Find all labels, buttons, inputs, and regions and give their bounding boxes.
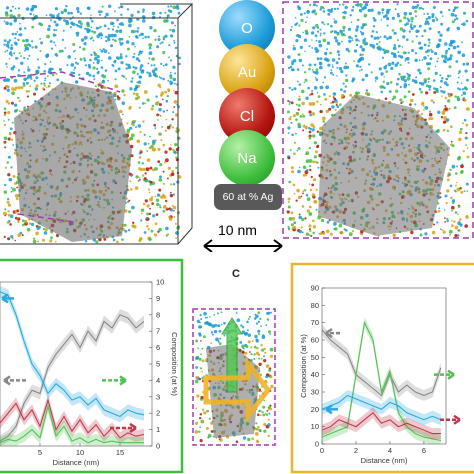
series-band-3 bbox=[0, 400, 144, 446]
panel-letter-c: c bbox=[232, 268, 240, 280]
green-arrow-roi bbox=[221, 317, 243, 393]
y-tick-label: 9 bbox=[156, 294, 160, 303]
reconstruction-left bbox=[0, 0, 196, 246]
scale-bar bbox=[203, 239, 283, 252]
y-tick-label: 0 bbox=[315, 440, 319, 449]
y-axis-label: Composition (at %) bbox=[299, 334, 308, 398]
y-tick-label: 60 bbox=[311, 336, 319, 345]
series-line-0 bbox=[0, 314, 145, 442]
series-line-1 bbox=[0, 291, 145, 418]
series-band-2 bbox=[0, 394, 144, 444]
y-tick-label: 5 bbox=[156, 360, 160, 369]
x-tick-label: 15 bbox=[116, 448, 124, 457]
left-purple-dashed-outline bbox=[0, 71, 121, 93]
y-tick-label: 10 bbox=[311, 422, 319, 431]
left-grey-isosurface bbox=[14, 82, 132, 242]
y-tick-label: 70 bbox=[311, 318, 319, 327]
series-line-1 bbox=[321, 320, 442, 442]
x-axis-label: Distance (nm) bbox=[53, 458, 100, 467]
y-tick-label: 4 bbox=[156, 376, 160, 385]
orange-arrow-roi bbox=[203, 356, 272, 424]
reconstruction-center bbox=[192, 308, 276, 446]
series-line-2 bbox=[321, 394, 442, 421]
series-line-3 bbox=[321, 412, 441, 435]
x-tick-label: 2 bbox=[354, 446, 358, 455]
x-tick-label: 4 bbox=[388, 446, 392, 455]
right-purple-dashed-frame bbox=[282, 1, 474, 239]
x-tick-label: 6 bbox=[422, 446, 426, 455]
y-tick-label: 30 bbox=[311, 388, 319, 397]
green-frame bbox=[0, 258, 184, 474]
x-tick-label: 0 bbox=[320, 446, 324, 455]
reconstruction-right bbox=[282, 0, 474, 244]
y-tick-label: 50 bbox=[311, 353, 319, 362]
y-tick-label: 3 bbox=[156, 392, 160, 401]
orange-frame bbox=[290, 262, 474, 474]
series-line-2 bbox=[0, 398, 145, 439]
legend-na: Na bbox=[219, 130, 275, 186]
series-band-2 bbox=[322, 390, 441, 426]
y-tick-label: 0 bbox=[156, 442, 160, 451]
series-band-0 bbox=[0, 309, 144, 446]
y-axis-label: Composition (at %) bbox=[170, 332, 179, 396]
ag-isosurface-pill: 60 at % Ag bbox=[214, 184, 282, 210]
legend-o: O bbox=[219, 0, 275, 56]
series-band-1 bbox=[322, 317, 441, 444]
x-tick-label: 5 bbox=[38, 448, 42, 457]
series-line-3 bbox=[0, 404, 144, 444]
right-grey-isosurface bbox=[318, 94, 450, 236]
y-tick-label: 80 bbox=[311, 301, 319, 310]
series-line-0 bbox=[321, 329, 442, 397]
box-frame bbox=[0, 2, 193, 245]
y-tick-label: 90 bbox=[311, 284, 319, 293]
scale-bar-label: 10 nm bbox=[218, 222, 257, 238]
x-axis-label: Distance (nm) bbox=[361, 456, 408, 465]
y-tick-label: 20 bbox=[311, 405, 319, 414]
y-tick-label: 2 bbox=[156, 409, 160, 418]
y-tick-label: 40 bbox=[311, 370, 319, 379]
y-tick-label: 6 bbox=[156, 343, 160, 352]
y-tick-label: 7 bbox=[156, 327, 160, 336]
y-tick-label: 1 bbox=[156, 425, 160, 434]
y-tick-label: 10 bbox=[156, 278, 164, 287]
x-tick-label: 10 bbox=[76, 448, 84, 457]
plot-area bbox=[321, 287, 447, 445]
y-tick-label: 8 bbox=[156, 310, 160, 319]
